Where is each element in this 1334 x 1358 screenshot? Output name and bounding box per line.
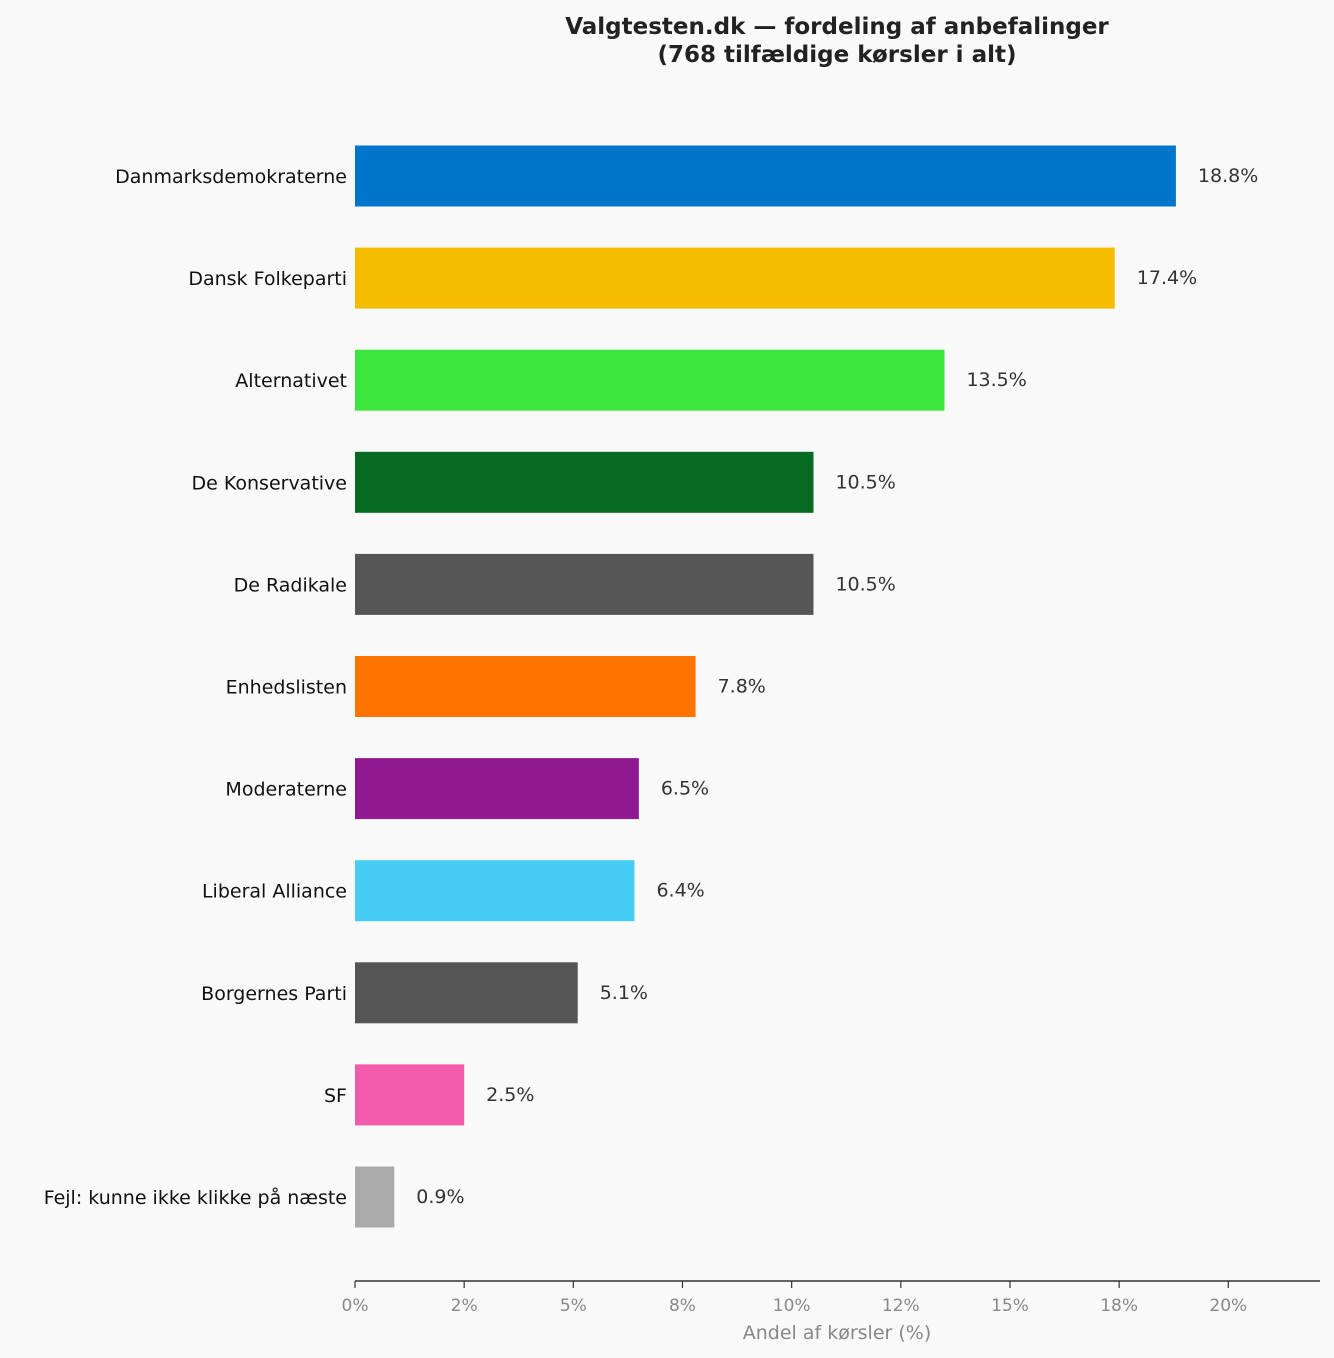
category-label: Alternativet (235, 370, 347, 392)
bar (355, 349, 945, 411)
x-tick-label: 20% (1209, 1296, 1247, 1316)
chart-title: Valgtesten.dk — fordeling af anbefalinge… (565, 14, 1109, 40)
bar (355, 451, 814, 513)
category-label: De Radikale (234, 574, 347, 596)
value-label: 6.4% (656, 880, 704, 902)
bar (355, 758, 639, 820)
x-ticks-group: 0% 2% 5% 8% 10% 12% 15% 18% 20% (342, 1281, 1247, 1316)
bar (355, 145, 1176, 207)
chart-subtitle: (768 tilfældige kørsler i alt) (658, 42, 1017, 68)
value-label: 7.8% (718, 676, 766, 698)
value-label: 13.5% (966, 369, 1026, 391)
value-label: 18.8% (1198, 165, 1258, 187)
x-tick-label: 12% (882, 1296, 920, 1316)
x-axis-title: Andel af kørsler (%) (743, 1322, 932, 1344)
bar (355, 860, 635, 922)
bar (355, 1166, 395, 1228)
category-label: Dansk Folkeparti (188, 268, 347, 290)
category-label: SF (324, 1085, 347, 1107)
category-label: Moderaterne (225, 779, 347, 801)
x-tick-label: 5% (560, 1296, 587, 1316)
value-label: 0.9% (416, 1186, 464, 1208)
bar (355, 656, 696, 717)
x-tick-label: 18% (1100, 1296, 1138, 1316)
bar (355, 962, 578, 1024)
x-tick-label: 2% (451, 1296, 478, 1316)
value-label: 17.4% (1137, 267, 1197, 289)
x-tick-label: 10% (773, 1296, 811, 1316)
category-label: Enhedslisten (226, 677, 347, 699)
x-tick-label: 0% (342, 1296, 369, 1316)
bar (355, 247, 1115, 309)
value-label: 2.5% (486, 1084, 534, 1106)
x-tick-label: 8% (669, 1296, 696, 1316)
value-label: 5.1% (600, 982, 648, 1004)
x-tick-label: 15% (991, 1296, 1029, 1316)
category-label: Fejl: kunne ikke klikke på næste (44, 1186, 347, 1209)
bar (355, 553, 814, 615)
category-label: Danmarksdemokraterne (115, 166, 347, 188)
value-label: 10.5% (835, 573, 895, 595)
category-label: De Konservative (192, 472, 348, 494)
category-label: Liberal Alliance (202, 881, 347, 903)
value-label: 10.5% (835, 471, 895, 493)
bars-group: Danmarksdemokraterne 18.8% Dansk Folkepart… (44, 145, 1258, 1228)
bar (355, 1064, 465, 1126)
category-label: Borgernes Parti (201, 983, 347, 1005)
value-label: 6.5% (661, 778, 709, 800)
